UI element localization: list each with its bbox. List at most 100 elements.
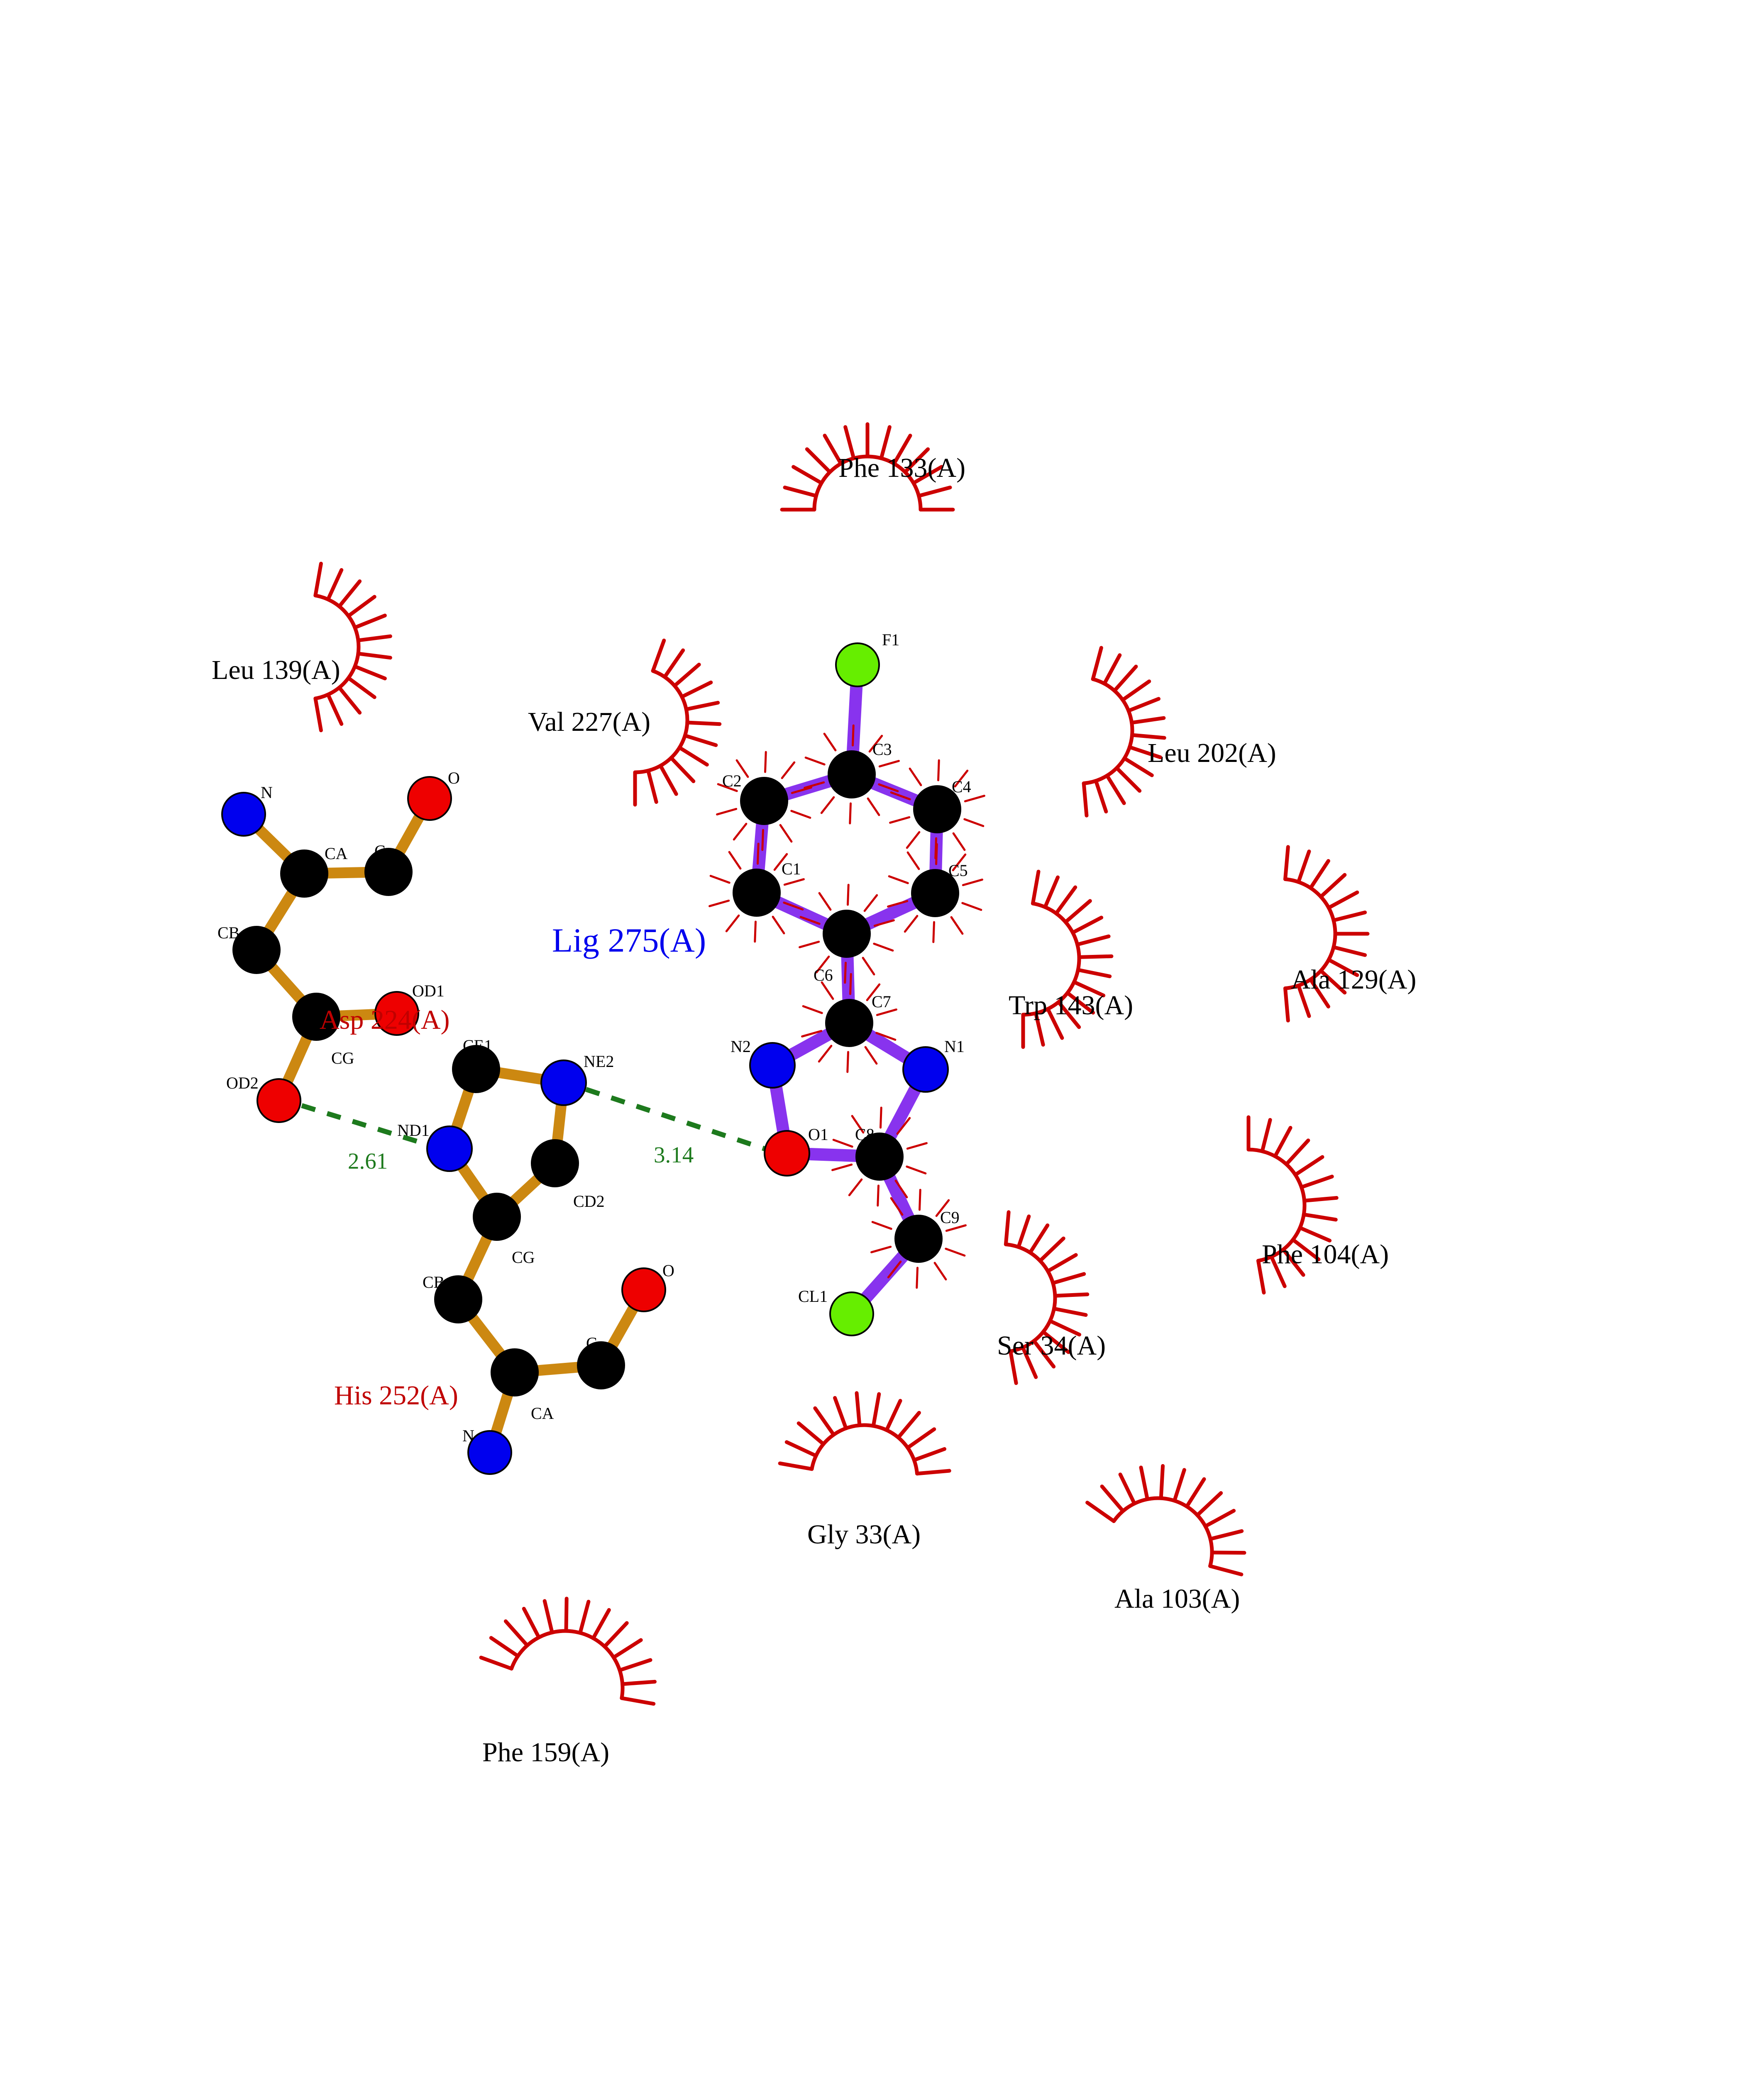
hydrophobic-spike: [1293, 1155, 1324, 1177]
hydrophobic-spike: [326, 568, 344, 601]
atom-label-n2: N2: [731, 1037, 751, 1056]
hydrophobic-spike: [1208, 1529, 1244, 1541]
hydrophobic-spike: [346, 676, 376, 699]
ligand-contact-spike: [851, 1115, 865, 1134]
hydrophobic-arc-9: [1112, 1496, 1214, 1568]
atom-label-c4: C4: [952, 777, 971, 796]
hydrophobic-spike: [1075, 934, 1111, 947]
atom-label-cl1: CL1: [798, 1287, 828, 1306]
residue-label-ala-103-a: Ala 103(A): [1114, 1584, 1240, 1614]
ligand-label: Lig 275(A): [552, 921, 706, 959]
ligand-contact-spike: [799, 916, 821, 925]
atom-cg: [473, 1193, 521, 1241]
ligand-contact-spike: [818, 892, 832, 911]
hydrophobic-spike: [662, 648, 685, 679]
hydrophobic-spike: [646, 769, 658, 804]
ligand-contact-spike: [790, 810, 811, 819]
hbond-distance-2-61: 2.61: [348, 1148, 388, 1174]
hydrophobic-spike: [903, 447, 930, 474]
ligand-contact-spike: [871, 1221, 892, 1230]
hydrophobic-spike: [1112, 664, 1138, 693]
atom-o: [621, 1267, 666, 1312]
ligand-contact-spike: [933, 1262, 947, 1281]
hydrophobic-spike: [1130, 733, 1166, 740]
hydrophobic-spike: [892, 434, 912, 466]
hydrophobic-spike: [1283, 986, 1290, 1023]
hydrophobic-arc-1: [313, 593, 361, 701]
hydrophobic-spike: [896, 1411, 921, 1440]
ligand-contact-spike: [781, 761, 796, 779]
residue-label-his-252-a: His 252(A): [334, 1380, 458, 1411]
atom-label-c: C: [586, 1334, 597, 1352]
ligand-contact-spike: [864, 1046, 878, 1065]
hydrophobic-spike: [1332, 945, 1367, 957]
atom-label-f1: F1: [882, 630, 900, 649]
atom-nd1: [426, 1125, 473, 1172]
hydrophobic-spike: [1051, 1272, 1086, 1285]
ligand-contact-spike: [945, 1247, 966, 1257]
ligand-contact-spike: [801, 1030, 823, 1038]
hydrophobic-spike: [879, 425, 892, 460]
hydrophobic-spike: [1309, 977, 1330, 1008]
hydrogen-bonds-group: [301, 1087, 765, 1151]
hydrophobic-arc-8: [810, 1423, 919, 1476]
hydrophobic-spike: [621, 1680, 657, 1686]
hydrophobic-spike: [1034, 1011, 1045, 1047]
ligand-contact-spike: [764, 751, 767, 773]
hydrophobic-spike: [1185, 1477, 1206, 1509]
ligand-contact-spike: [906, 1165, 927, 1174]
hydrophobic-spike: [917, 486, 952, 498]
hydrophobic-spike: [1031, 869, 1041, 906]
atom-label-c7: C7: [872, 992, 891, 1011]
hydrophobic-spike: [1122, 756, 1154, 777]
hydrophobic-spike: [783, 486, 818, 498]
ligand-contact-spike: [919, 1189, 921, 1211]
atom-c3: [828, 750, 876, 798]
hydrophobic-spike: [778, 1461, 814, 1471]
hydrophobic-spike: [1332, 911, 1367, 923]
hydrophobic-spike: [1319, 969, 1347, 995]
hydrophobic-spike: [503, 1619, 529, 1648]
atom-label-n1: N1: [944, 1037, 965, 1056]
hydrophobic-spike: [1100, 1484, 1125, 1513]
ligand-contact-spike: [880, 1106, 882, 1129]
hydrophobic-arc-3: [1082, 677, 1134, 786]
atom-label-od2: OD2: [226, 1074, 259, 1092]
atom-cb: [232, 926, 281, 974]
hydrophobic-spike: [813, 1406, 836, 1437]
atoms-group: [221, 642, 961, 1475]
hydrophobic-spike: [1327, 890, 1359, 910]
atom-n: [221, 792, 266, 837]
ligand-contact-spike: [952, 853, 967, 872]
hydrophobic-spike: [489, 1636, 520, 1658]
hydrophobic-spike: [672, 662, 701, 688]
hydrophobic-spike: [1016, 1214, 1031, 1249]
hydrophobic-spike: [1065, 991, 1095, 1015]
hydrophobic-spike: [313, 561, 323, 598]
atom-label-ce1: CE1: [463, 1036, 493, 1055]
atom-c5: [911, 869, 959, 917]
atom-label-ca: CA: [325, 844, 348, 863]
ligand-contact-spike: [962, 879, 983, 886]
hydrophobic-spike: [1208, 1564, 1244, 1577]
ligand-contact-spike: [847, 884, 850, 906]
atom-cl1: [829, 1291, 874, 1336]
ligand-contact-spike: [821, 981, 834, 1000]
hydrophobic-spike: [915, 1469, 951, 1476]
ligand-contact-spike: [773, 853, 788, 871]
ligand-contact-spike: [852, 724, 855, 747]
hydrophobic-spike: [1041, 1330, 1070, 1354]
hydrophobic-spike: [564, 1597, 569, 1633]
atom-label-cd2: CD2: [573, 1192, 605, 1211]
ligand-contact-spike: [716, 808, 738, 815]
ligand-contact-spike: [728, 851, 742, 870]
residue-label-ala-129-a: Ala 129(A): [1291, 964, 1417, 995]
ligand-contact-spike: [866, 983, 881, 1001]
residue-label-phe-133-a: Phe 133(A): [838, 453, 966, 483]
atom-label-c2: C2: [722, 771, 742, 790]
hydrophobic-spike: [1105, 774, 1126, 805]
hydrophobic-spike: [611, 1638, 643, 1660]
ligand-contact-spike: [963, 818, 985, 827]
hydrophobic-spike: [1048, 1319, 1082, 1337]
